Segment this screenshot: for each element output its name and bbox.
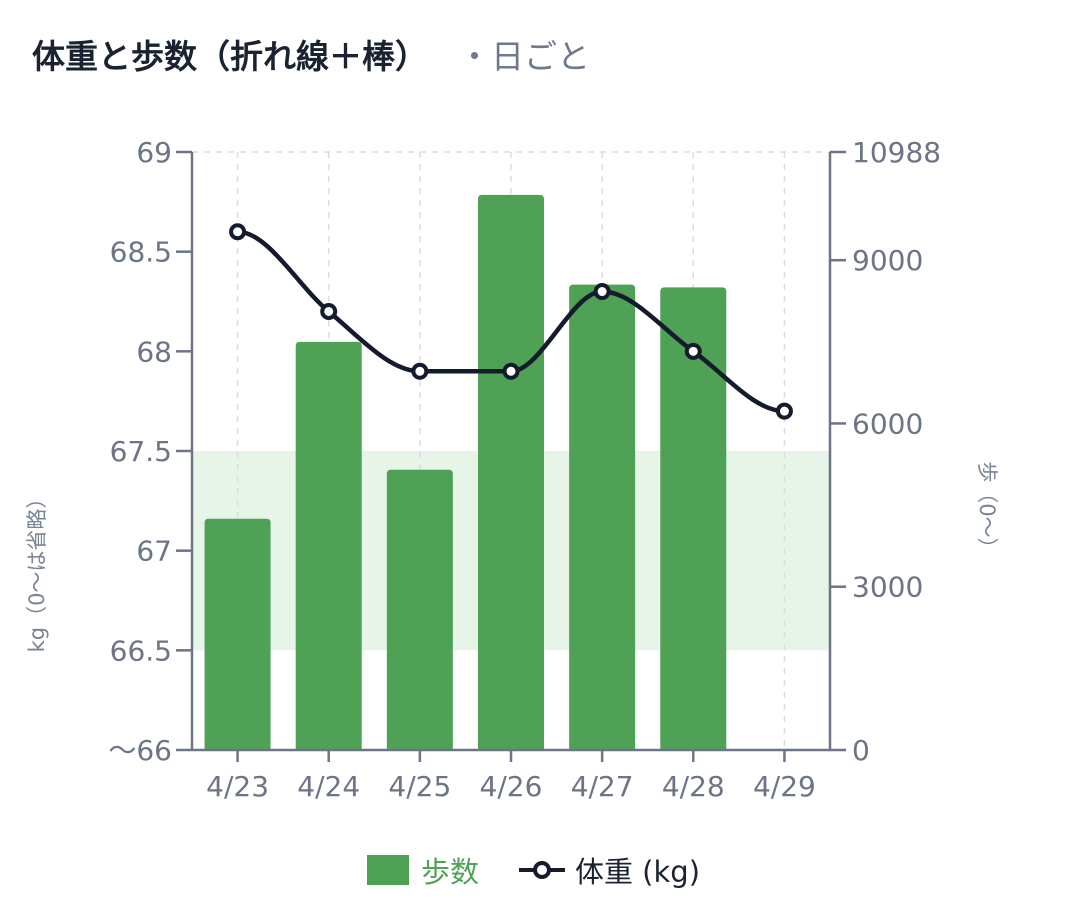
y-right-tick-label: 6000 — [852, 407, 923, 440]
chart-subtitle: ・日ごと — [458, 37, 590, 76]
y-left-tick-label: 67.5 — [110, 435, 172, 468]
weight-point-4/29 — [775, 402, 793, 420]
x-tick-label: 4/24 — [297, 770, 360, 803]
y-left-tick-label: 68.5 — [110, 236, 172, 269]
y-right-axis-title: 歩（0〜） — [975, 461, 999, 558]
chart-title: 体重と歩数（折れ線＋棒） — [32, 37, 428, 76]
x-tick-label: 4/29 — [753, 770, 816, 803]
y-right-tick-label: 0 — [852, 734, 870, 767]
bar-steps-4/23 — [204, 518, 271, 750]
y-right-tick-label: 10988 — [852, 136, 941, 169]
weight-point-4/25 — [411, 362, 429, 380]
weight-point-4/24 — [320, 302, 338, 320]
chart-legend: 歩数 体重 (kg) — [0, 842, 1067, 898]
legend-item-steps[interactable]: 歩数 — [366, 849, 479, 891]
legend-swatch-weight — [518, 861, 565, 879]
x-tick-label: 4/23 — [206, 770, 269, 803]
y-right-tick-label: 3000 — [852, 571, 923, 604]
y-left-axis-title: kg（0〜は省略） — [25, 488, 49, 653]
bar-steps-4/25 — [386, 469, 453, 750]
x-tick-label: 4/25 — [388, 770, 451, 803]
legend-label-weight: 体重 (kg) — [574, 855, 701, 889]
y-left-tick-label: 67 — [136, 535, 172, 568]
weight-point-4/23 — [229, 223, 247, 241]
x-tick-label: 4/27 — [571, 770, 634, 803]
bar-steps-4/24 — [295, 341, 362, 750]
weight-point-4/26 — [502, 362, 520, 380]
legend-swatch-steps — [366, 855, 409, 885]
legend-label-steps: 歩数 — [420, 855, 479, 889]
bar-steps-4/27 — [569, 284, 636, 750]
y-left-tick-label: 〜66 — [108, 734, 172, 767]
x-tick-label: 4/26 — [480, 770, 543, 803]
y-left-tick-label: 69 — [136, 136, 172, 169]
bar-steps-4/26 — [478, 194, 544, 751]
weight-point-4/27 — [593, 283, 611, 301]
x-tick-label: 4/28 — [662, 770, 725, 803]
bar-steps-4/28 — [660, 287, 727, 750]
weight-point-4/28 — [684, 342, 702, 360]
y-left-tick-label: 66.5 — [110, 634, 172, 667]
y-right-tick-label: 9000 — [852, 244, 923, 277]
chart-header: 体重と歩数（折れ線＋棒） ・日ごと — [32, 26, 590, 82]
legend-item-weight[interactable]: 体重 (kg) — [518, 849, 701, 891]
y-left-tick-label: 68 — [136, 335, 172, 368]
